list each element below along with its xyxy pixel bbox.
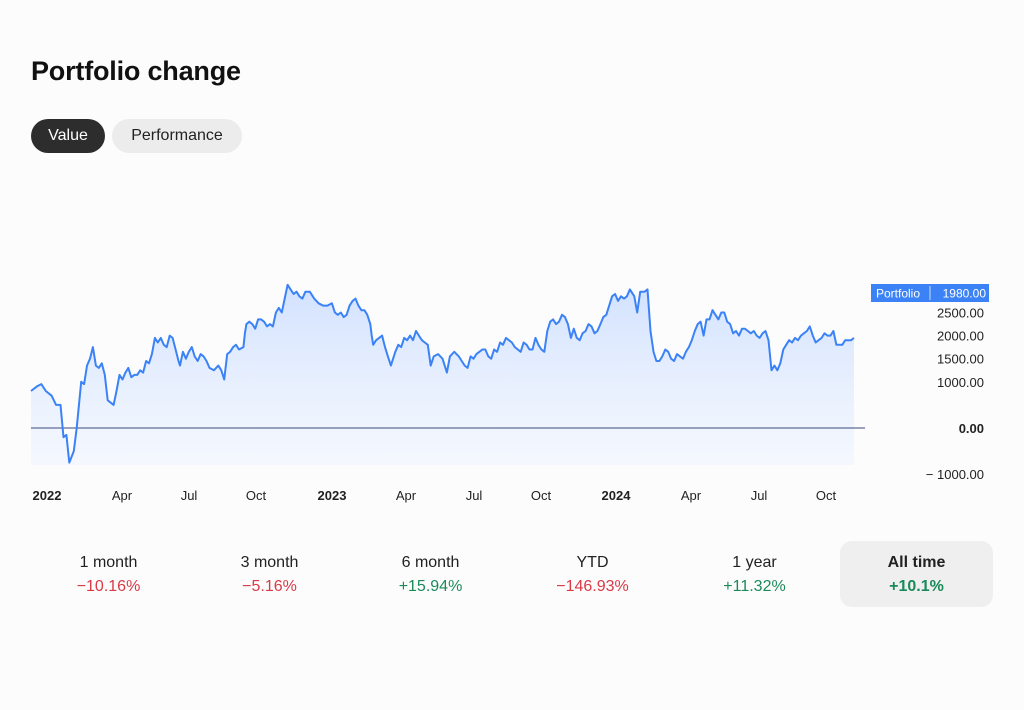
stat-1-year[interactable]: 1 year +11.32% bbox=[678, 541, 831, 607]
y-tick-label: 2000.00 bbox=[937, 329, 984, 344]
x-tick-label: Oct bbox=[246, 488, 267, 503]
y-tick-label: 1500.00 bbox=[937, 352, 984, 367]
y-tick-label: 0.00 bbox=[959, 421, 984, 436]
stat-value: −10.16% bbox=[76, 578, 141, 595]
y-tick-label: 2500.00 bbox=[937, 306, 984, 321]
x-tick-label: Jul bbox=[466, 488, 483, 503]
stat-3-month[interactable]: 3 month −5.16% bbox=[193, 541, 346, 607]
stat-6-month[interactable]: 6 month +15.94% bbox=[354, 541, 507, 607]
stat-value: −5.16% bbox=[242, 578, 297, 595]
x-tick-label: 2023 bbox=[318, 488, 347, 503]
stat-all-time[interactable]: All time +10.1% bbox=[840, 541, 993, 607]
stat-label: 6 month bbox=[401, 554, 460, 571]
portfolio-chart: 3000.002500.002000.001500.001000.000.00−… bbox=[30, 282, 989, 503]
y-tick-label: 1000.00 bbox=[937, 375, 984, 390]
x-tick-label: Apr bbox=[681, 488, 702, 503]
stat-label: 1 year bbox=[732, 554, 777, 571]
x-tick-label: Oct bbox=[531, 488, 552, 503]
stat-label: YTD bbox=[576, 554, 609, 571]
stat-value: +11.32% bbox=[723, 578, 786, 595]
series-name: Portfolio bbox=[876, 287, 920, 301]
tab-value[interactable]: Value bbox=[31, 119, 105, 153]
x-tick-label: 2022 bbox=[33, 488, 62, 503]
portfolio-area bbox=[31, 284, 854, 465]
stat-value: +15.94% bbox=[398, 578, 463, 595]
page-title: Portfolio change bbox=[31, 56, 241, 86]
portfolio-line bbox=[30, 283, 855, 464]
period-stats: 1 month −10.16% 3 month −5.16% 6 month +… bbox=[28, 541, 994, 607]
series-last-value: 1980.00 bbox=[943, 287, 987, 301]
stat-ytd[interactable]: YTD −146.93% bbox=[516, 541, 669, 607]
stat-value: −146.93% bbox=[556, 578, 629, 595]
tab-performance[interactable]: Performance bbox=[112, 119, 242, 153]
x-tick-label: Apr bbox=[112, 488, 133, 503]
stat-label: 3 month bbox=[240, 554, 299, 571]
stat-1-month[interactable]: 1 month −10.16% bbox=[32, 541, 185, 607]
y-tick-label: − 1000.00 bbox=[926, 467, 984, 482]
x-tick-label: Oct bbox=[816, 488, 837, 503]
stat-label: 1 month bbox=[79, 554, 138, 571]
stat-label: All time bbox=[887, 554, 946, 571]
x-tick-label: Jul bbox=[181, 488, 198, 503]
x-tick-label: Jul bbox=[751, 488, 768, 503]
x-tick-label: 2024 bbox=[602, 488, 632, 503]
stat-value: +10.1% bbox=[889, 578, 944, 595]
x-tick-label: Apr bbox=[396, 488, 417, 503]
